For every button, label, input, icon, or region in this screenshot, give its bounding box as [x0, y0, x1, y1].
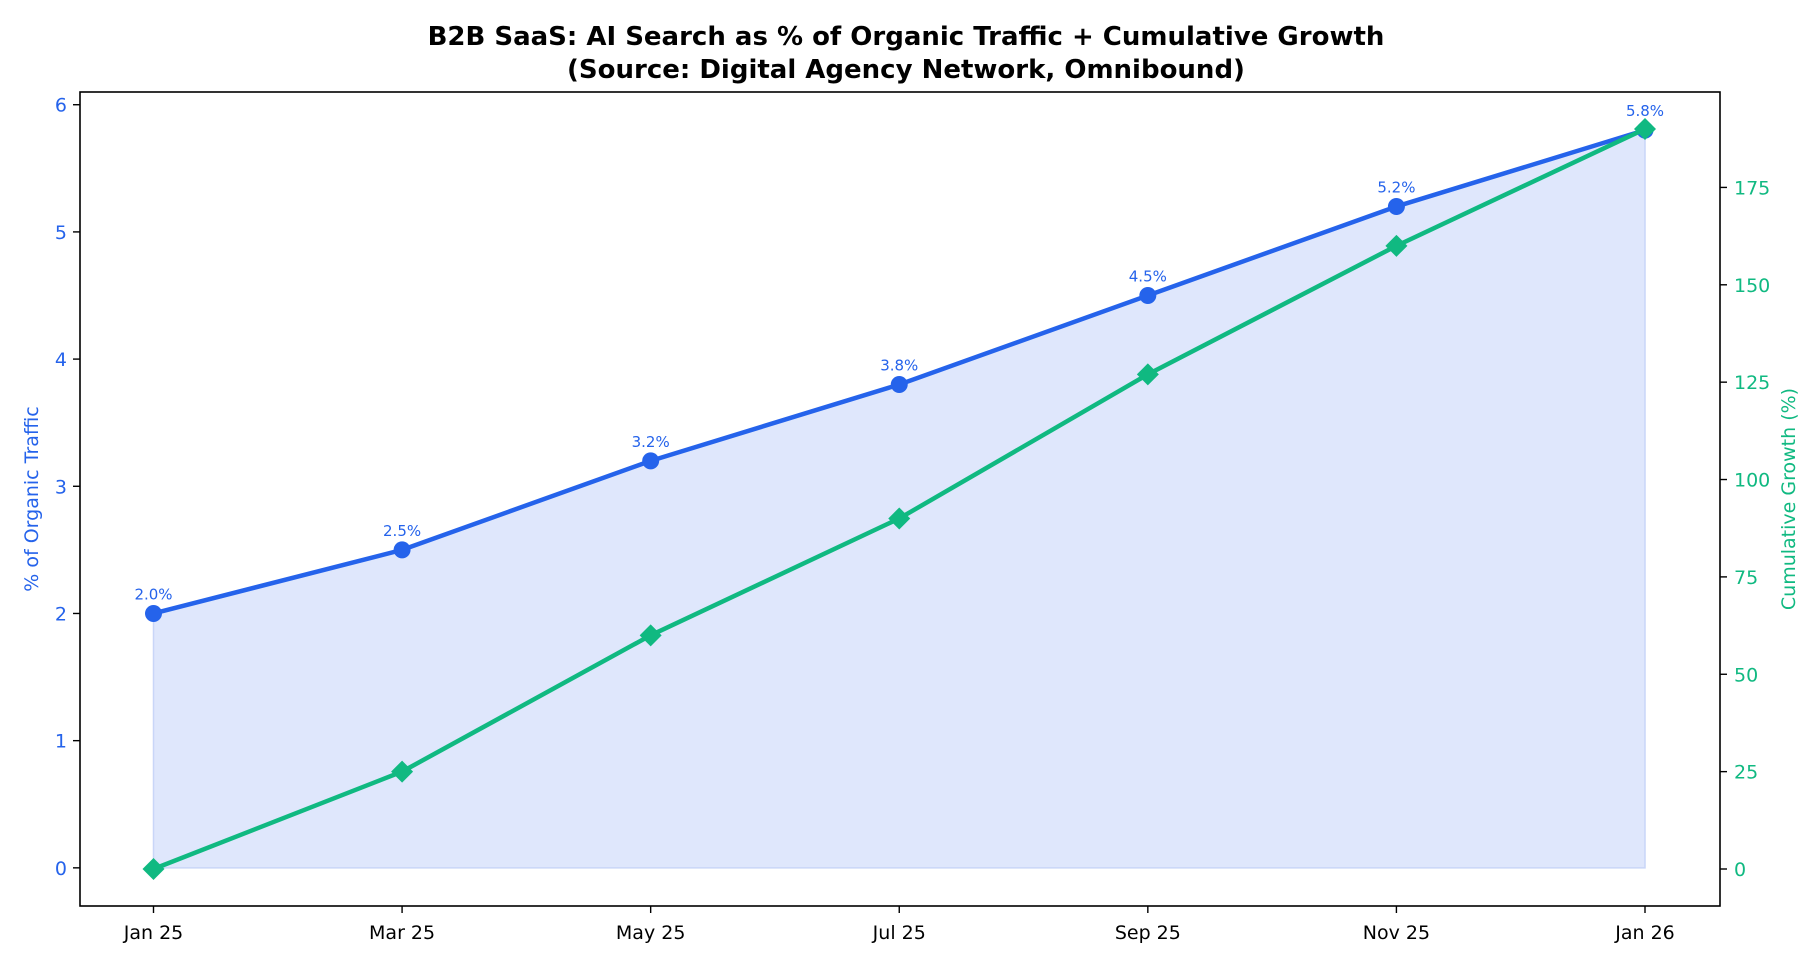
y-left-tick-label: 5 — [55, 222, 67, 244]
series-1-data-label: 2.0% — [134, 585, 172, 603]
y-left-tick-label: 1 — [55, 731, 67, 753]
y-right-tick-label: 125 — [1734, 372, 1770, 394]
series-1-data-label: 2.5% — [383, 522, 421, 540]
series-1-data-label: 5.8% — [1626, 102, 1664, 120]
y-left-tick-label: 4 — [55, 349, 67, 371]
y-left-tick-label: 6 — [55, 95, 67, 117]
x-tick-label: May 25 — [616, 922, 686, 944]
y-right-axis-label: Cumulative Growth (%) — [1778, 388, 1800, 610]
plot-area: Jan 25 Mar 25 May 25 Jul 25 Sep 25 Nov 25 Jan … — [21, 91, 1800, 944]
x-tick-label: Mar 25 — [369, 922, 435, 944]
series-1-point — [642, 452, 660, 470]
x-tick-label: Jul 25 — [872, 922, 926, 944]
y-right-tick-label: 100 — [1734, 470, 1770, 492]
y-left-tick-label: 3 — [55, 476, 67, 498]
series-2-point — [1136, 363, 1159, 386]
series-1-point — [890, 376, 908, 394]
y-left-axis-label: % of Organic Traffic — [21, 406, 43, 591]
y-right-tick-label: 175 — [1734, 177, 1770, 199]
series-2-point — [888, 507, 911, 530]
y-left-tick-label: 2 — [55, 603, 67, 625]
series-1-point — [1387, 197, 1405, 215]
y-right-tick-label: 0 — [1734, 859, 1746, 881]
series-1-area — [152, 129, 1646, 869]
series-1-point — [393, 541, 411, 559]
series-2-point — [1385, 234, 1408, 257]
x-tick-label: Jan 25 — [123, 922, 184, 944]
series-2-point — [1634, 118, 1656, 140]
chart-title: B2B SaaS: AI Search as % of Organic Traf… — [428, 22, 1385, 52]
y-right-tick-label: 75 — [1734, 567, 1758, 589]
y-left-tick-label: 0 — [55, 858, 67, 880]
x-tick-label: Sep 25 — [1115, 922, 1181, 944]
series-2-point — [639, 624, 662, 647]
series-1-data-label: 3.2% — [632, 433, 670, 451]
series-1-data-label: 4.5% — [1129, 268, 1167, 286]
series-2-point — [142, 858, 165, 880]
series-2-point — [391, 760, 414, 783]
x-tick-label: Jan 26 — [1614, 922, 1675, 944]
x-tick-label: Nov 25 — [1363, 922, 1430, 944]
chart-subtitle: (Source: Digital Agency Network, Omnibou… — [567, 55, 1245, 85]
plot-frame — [79, 91, 1721, 907]
series-1-data-label: 5.2% — [1377, 178, 1415, 196]
series-1-point — [1139, 287, 1157, 304]
y-right-tick-label: 25 — [1734, 762, 1758, 784]
y-right-tick-label: 150 — [1734, 275, 1770, 297]
series-1-data-label: 3.8% — [880, 357, 918, 375]
series-1-point — [145, 604, 162, 622]
y-right-tick-label: 50 — [1734, 664, 1758, 686]
